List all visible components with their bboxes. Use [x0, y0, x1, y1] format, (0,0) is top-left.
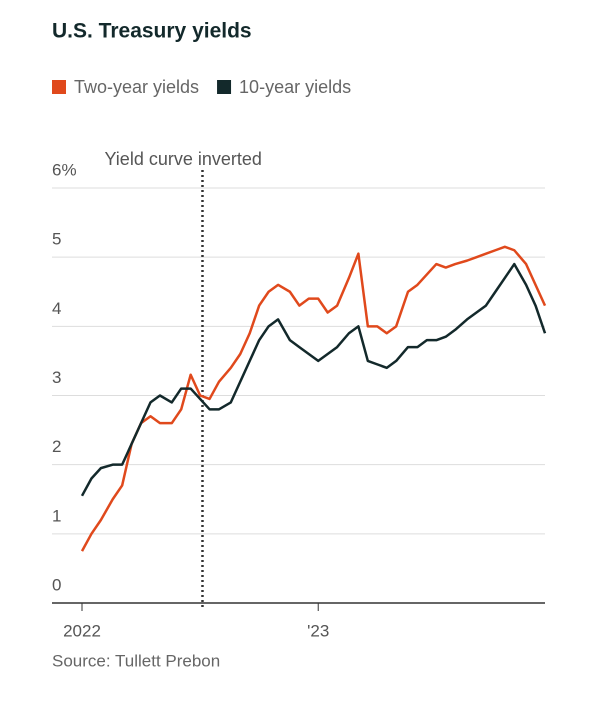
chart-title: U.S. Treasury yields — [52, 20, 252, 43]
source: Source: Tullett Prebon — [52, 651, 220, 670]
y-tick-label: 0 — [52, 575, 61, 594]
legend-label: Two-year yields — [74, 77, 199, 97]
series-line — [80, 262, 547, 497]
legend-label: 10-year yields — [239, 77, 351, 97]
y-tick-label: 3 — [52, 368, 61, 387]
x-tick-label: 2022 — [63, 621, 101, 640]
y-tick-label: 1 — [52, 506, 61, 525]
legend-swatch — [217, 80, 232, 94]
y-tick-label: 6% — [52, 160, 77, 179]
y-tick-label: 5 — [52, 230, 61, 249]
y-tick-label: 2 — [52, 437, 61, 456]
legend-swatch — [52, 80, 66, 94]
series-line — [80, 245, 547, 552]
x-tick-label: '23 — [307, 621, 329, 640]
annotation-text: Yield curve inverted — [104, 149, 261, 169]
y-tick-label: 4 — [52, 299, 61, 318]
